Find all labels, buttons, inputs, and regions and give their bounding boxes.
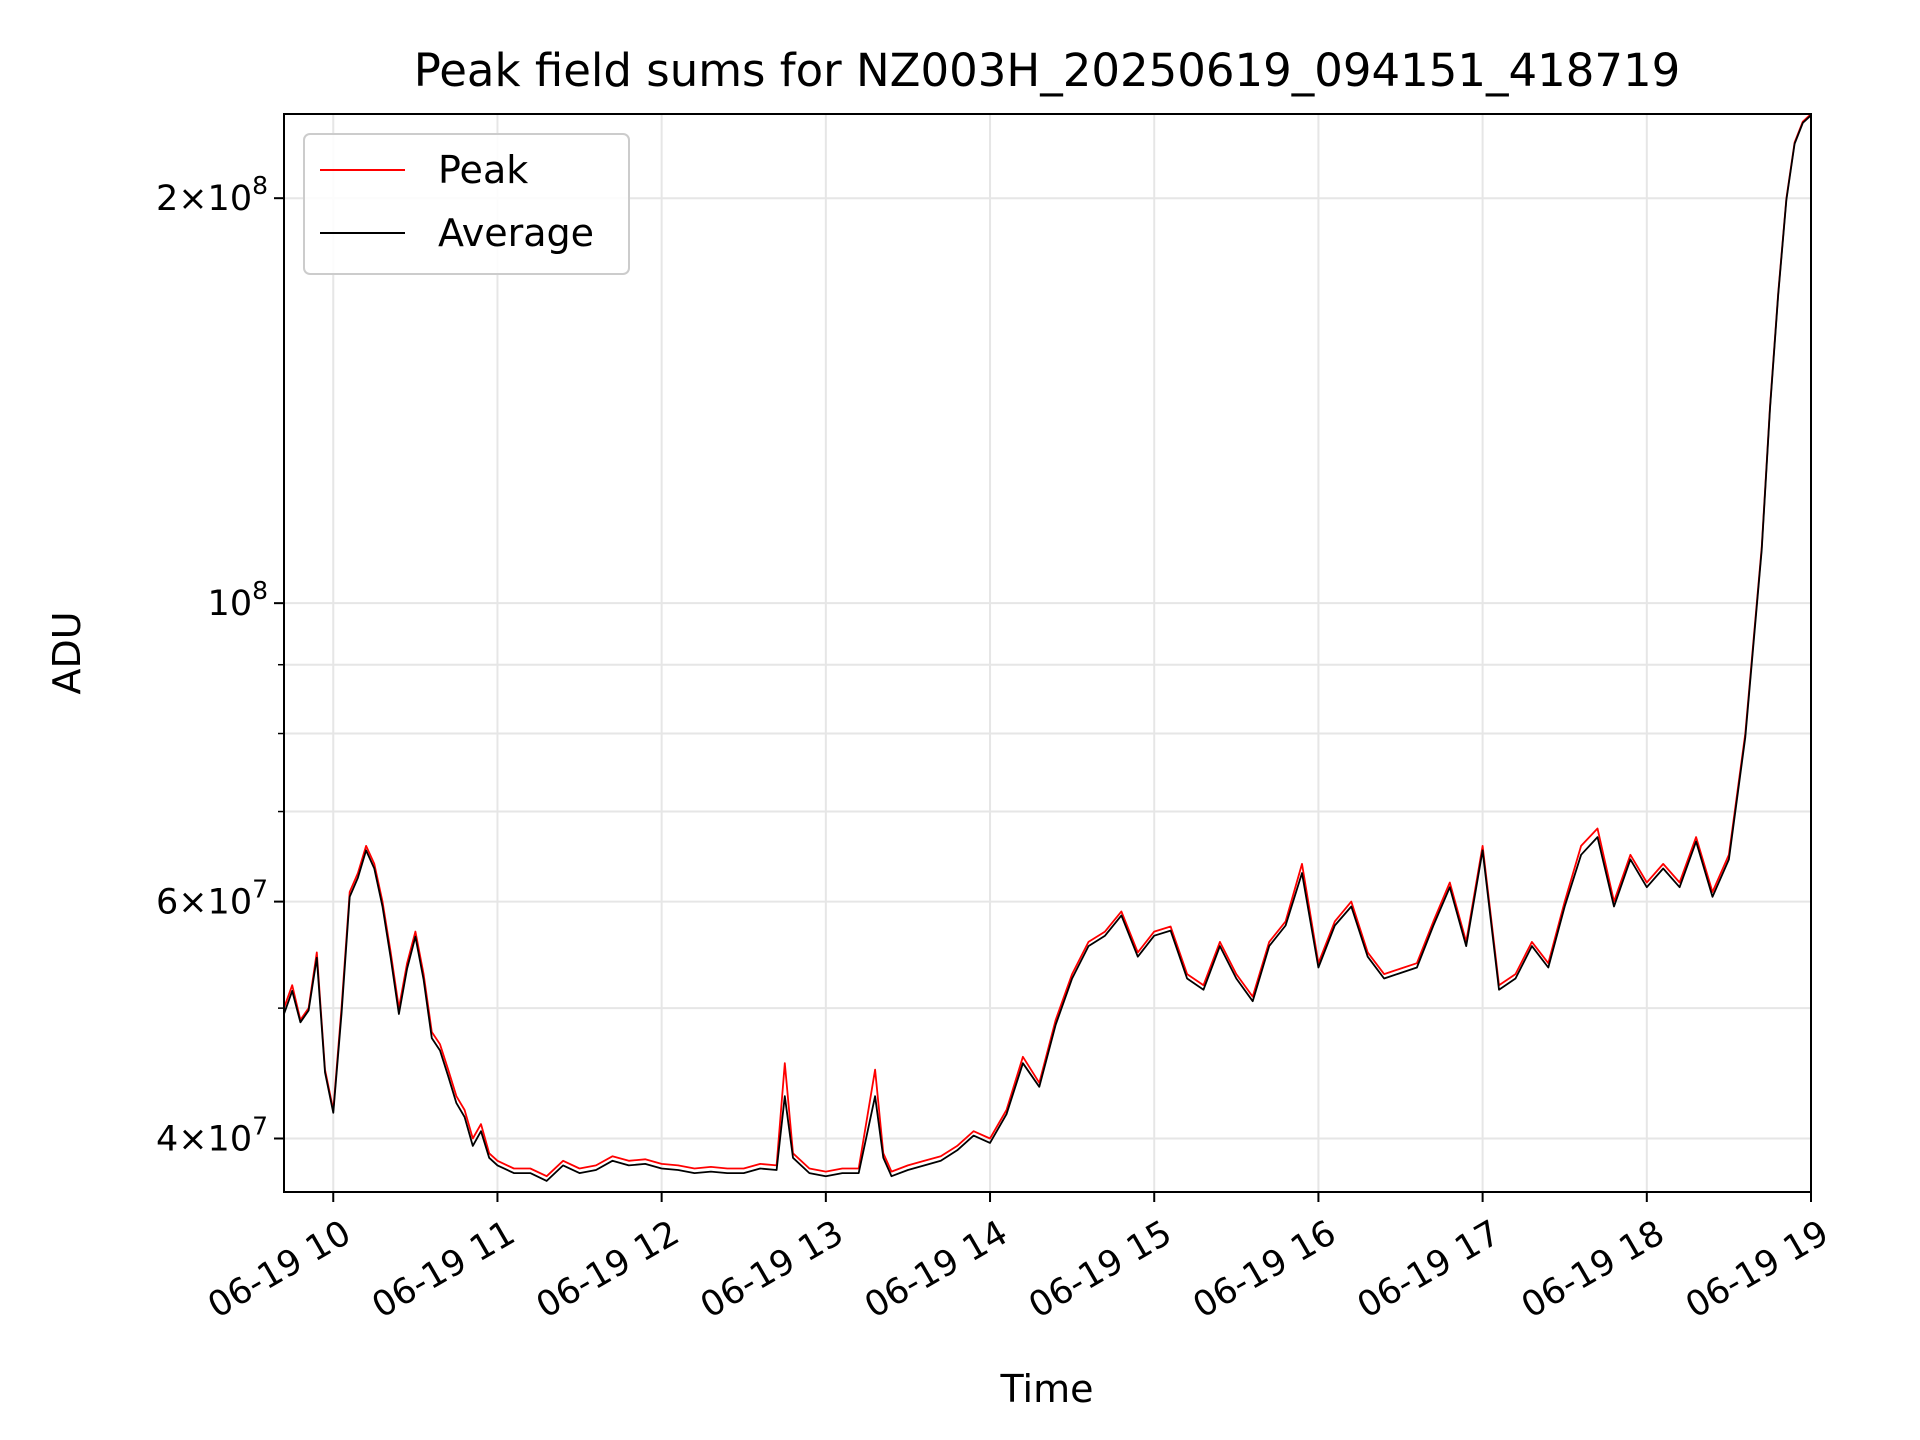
series-line-peak [283, 113, 1812, 1178]
y-tick-label: 2×108 [156, 171, 268, 219]
y-tick-label: 4×107 [156, 1112, 268, 1160]
legend-label-average: Average [438, 211, 594, 255]
plot-area-frame [283, 113, 1812, 1193]
chart-title: Peak field sums for NZ003H_20250619_0941… [414, 44, 1681, 97]
legend: Peak Average [303, 133, 630, 275]
legend-label-peak: Peak [438, 148, 528, 192]
series-lines [283, 113, 1812, 1182]
y-tick-label: 108 [208, 576, 268, 624]
series-line-average [283, 114, 1812, 1182]
grid [284, 114, 1812, 1192]
y-tick-label: 6×107 [156, 875, 268, 923]
x-axis-label: Time [1000, 1367, 1094, 1411]
y-axis: 4×107 6×107 108 2×108 [156, 171, 284, 1160]
y-axis-label: ADU [45, 611, 89, 694]
